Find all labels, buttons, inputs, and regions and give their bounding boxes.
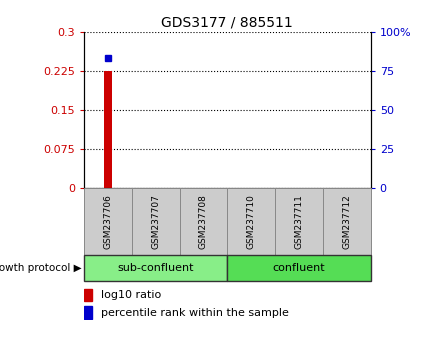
Bar: [84, 289, 92, 301]
Text: GSM237708: GSM237708: [199, 194, 208, 249]
Text: GSM237707: GSM237707: [151, 194, 160, 249]
Bar: [84, 255, 227, 281]
Bar: [132, 188, 179, 255]
Text: sub-confluent: sub-confluent: [117, 263, 194, 273]
Text: GSM237711: GSM237711: [294, 194, 303, 249]
Text: percentile rank within the sample: percentile rank within the sample: [101, 308, 288, 318]
Title: GDS3177 / 885511: GDS3177 / 885511: [161, 15, 292, 29]
Text: GSM237706: GSM237706: [103, 194, 112, 249]
Bar: [104, 71, 111, 188]
Text: GSM237712: GSM237712: [341, 194, 350, 249]
Text: confluent: confluent: [272, 263, 325, 273]
Bar: [227, 188, 274, 255]
Text: log10 ratio: log10 ratio: [101, 290, 160, 300]
Text: GSM237710: GSM237710: [246, 194, 255, 249]
Bar: [84, 306, 92, 319]
Bar: [322, 188, 370, 255]
Text: growth protocol ▶: growth protocol ▶: [0, 263, 82, 273]
Bar: [179, 188, 227, 255]
Bar: [274, 188, 322, 255]
Bar: [84, 188, 132, 255]
Bar: [227, 255, 370, 281]
